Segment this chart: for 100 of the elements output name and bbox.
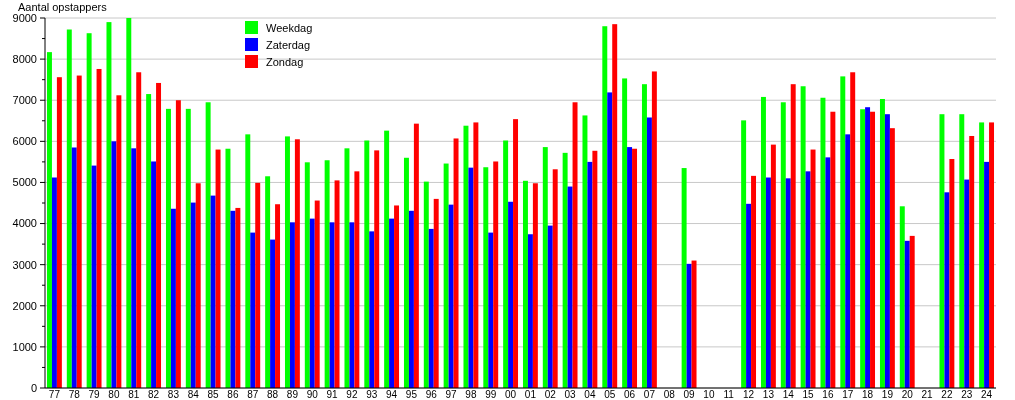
bar <box>255 182 261 388</box>
bar <box>369 231 375 388</box>
x-tick-label: 89 <box>286 389 299 400</box>
x-tick-label: 91 <box>326 389 339 400</box>
x-tick-label: 83 <box>167 389 180 400</box>
bar <box>503 140 509 388</box>
bar <box>389 218 395 388</box>
bar <box>532 183 538 388</box>
x-tick-label: 78 <box>68 389 81 400</box>
bar <box>51 177 57 388</box>
bar <box>170 208 176 388</box>
bar <box>691 260 697 388</box>
bar <box>66 29 72 388</box>
bar <box>126 18 132 388</box>
y-tick-label: 0 <box>30 381 37 394</box>
bar <box>111 141 117 388</box>
x-tick-label: 12 <box>743 389 755 400</box>
bar <box>582 115 588 388</box>
x-tick-label: 15 <box>802 389 815 400</box>
bar <box>394 205 400 388</box>
bar <box>156 82 162 388</box>
bar <box>904 240 910 388</box>
bar <box>284 136 290 388</box>
bar <box>136 72 142 388</box>
bar <box>805 171 811 388</box>
bar <box>964 179 970 388</box>
bar <box>909 235 915 388</box>
x-tick-label: 90 <box>306 389 319 400</box>
bar <box>185 108 191 388</box>
x-tick-label: 98 <box>465 389 477 400</box>
bar <box>646 117 652 388</box>
bar <box>780 102 786 388</box>
bar <box>830 111 836 388</box>
legend-label: Zaterdag <box>266 38 311 51</box>
bar <box>304 162 310 388</box>
bar <box>46 52 52 388</box>
bar <box>979 122 985 388</box>
x-tick-label: 14 <box>782 389 795 400</box>
x-tick-label: 00 <box>505 389 517 400</box>
bar <box>384 130 390 388</box>
bar <box>741 120 747 388</box>
bar <box>403 157 409 388</box>
bar <box>309 218 315 388</box>
bar <box>453 138 459 388</box>
bar <box>592 150 598 388</box>
x-tick-label: 09 <box>683 389 696 400</box>
bar <box>195 183 201 388</box>
x-tick-label: 19 <box>881 389 894 400</box>
x-tick-label: 11 <box>723 389 735 400</box>
bar <box>651 71 657 388</box>
bar <box>751 175 757 388</box>
bar <box>116 95 122 388</box>
bar <box>765 177 771 388</box>
bar <box>770 144 776 388</box>
bar <box>151 161 157 388</box>
x-tick-label: 07 <box>643 389 656 400</box>
y-tick-label: 7000 <box>12 94 37 107</box>
bar <box>344 148 350 388</box>
x-tick-label: 23 <box>961 389 973 400</box>
bar <box>329 222 335 388</box>
bar <box>433 198 439 388</box>
y-tick-label: 4000 <box>12 217 37 230</box>
bar <box>275 204 281 388</box>
x-tick-label: 10 <box>703 389 715 400</box>
bar <box>354 171 360 388</box>
x-tick-label: 08 <box>663 389 676 400</box>
bar <box>374 150 380 388</box>
bar <box>602 26 608 388</box>
bar <box>899 206 905 388</box>
bar <box>413 123 419 388</box>
bar <box>949 159 955 388</box>
bar <box>96 68 102 388</box>
x-tick-label: 79 <box>88 389 101 400</box>
x-tick-label: 88 <box>267 389 279 400</box>
bar <box>270 239 276 388</box>
x-tick-label: 02 <box>544 389 557 400</box>
x-tick-label: 82 <box>148 389 160 400</box>
bar <box>785 178 791 388</box>
x-tick-label: 80 <box>108 389 120 400</box>
y-tick-label: 9000 <box>12 11 37 24</box>
bar <box>989 122 995 388</box>
bar <box>493 161 499 388</box>
bar <box>190 202 196 388</box>
bar <box>870 111 876 388</box>
y-tick-label: 1000 <box>12 340 37 353</box>
bar <box>215 149 221 388</box>
bar <box>165 108 171 388</box>
bar <box>627 147 633 388</box>
x-tick-label: 94 <box>386 389 398 400</box>
bar <box>473 122 479 388</box>
bar <box>746 203 752 388</box>
bar <box>800 86 806 388</box>
bar <box>423 181 429 388</box>
bar <box>106 22 112 388</box>
bar <box>552 169 558 388</box>
bar <box>959 114 965 388</box>
legend-label: Zondag <box>266 55 304 68</box>
bar <box>245 134 251 388</box>
bar <box>825 157 831 388</box>
bar <box>175 100 181 388</box>
